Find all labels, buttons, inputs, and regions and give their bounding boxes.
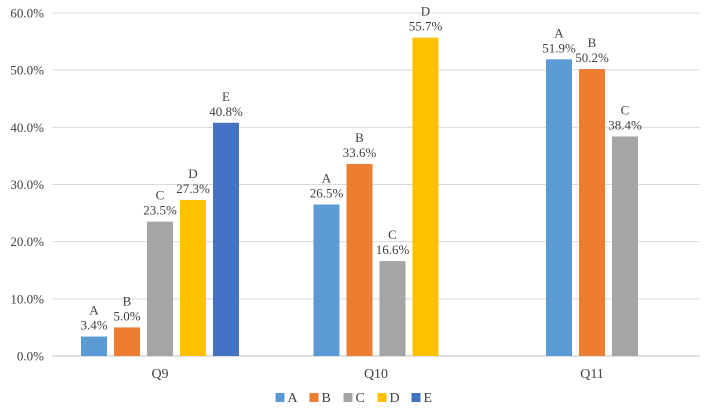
legend-swatch-c bbox=[343, 393, 353, 402]
legend: A B C D E bbox=[275, 391, 433, 406]
data-label-value: 33.6% bbox=[343, 145, 377, 160]
legend-label-a: A bbox=[288, 391, 299, 406]
x-category-label: Q9 bbox=[151, 367, 168, 382]
data-label-series: D bbox=[188, 166, 197, 181]
bar-q9-c bbox=[147, 221, 173, 356]
bar-q11-a bbox=[546, 59, 572, 357]
legend-label-c: C bbox=[356, 391, 365, 406]
data-label-value: 40.8% bbox=[209, 104, 243, 119]
bars bbox=[81, 37, 638, 357]
data-label-series: B bbox=[355, 130, 364, 145]
legend-swatch-a bbox=[275, 393, 285, 402]
data-label-series: A bbox=[89, 303, 99, 318]
data-label-value: 16.6% bbox=[376, 242, 410, 257]
data-label-series: A bbox=[554, 25, 564, 40]
data-label-value: 50.2% bbox=[575, 50, 609, 65]
bar-q10-c bbox=[379, 261, 406, 356]
data-label-value: 38.4% bbox=[608, 117, 642, 132]
y-axis-ticks: 0.0% 10.0% 20.0% 30.0% 40.0% 50.0% 60.0% bbox=[10, 6, 44, 364]
bar-q10-d bbox=[412, 37, 439, 356]
bar-q10-a bbox=[313, 204, 340, 356]
legend-label-b: B bbox=[322, 391, 331, 406]
y-tick-label: 10.0% bbox=[10, 291, 44, 306]
data-label-series: A bbox=[322, 171, 332, 186]
data-label-value: 55.7% bbox=[409, 19, 443, 34]
legend-swatch-e bbox=[411, 393, 421, 402]
data-label-series: B bbox=[123, 293, 132, 308]
legend-label-d: D bbox=[390, 391, 400, 406]
data-label-value: 5.0% bbox=[113, 308, 140, 323]
bar-q9-b bbox=[114, 327, 140, 356]
data-label-value: 23.5% bbox=[143, 203, 177, 218]
bar-q9-e bbox=[213, 122, 239, 356]
data-label-value: 27.3% bbox=[176, 181, 210, 196]
legend-label-e: E bbox=[424, 391, 433, 406]
data-label-value: 3.4% bbox=[80, 318, 107, 333]
data-labels: A3.4%B5.0%C23.5%D27.3%E40.8%A26.5%B33.6%… bbox=[80, 4, 642, 333]
y-tick-label: 50.0% bbox=[10, 63, 44, 78]
x-category-label: Q11 bbox=[580, 367, 604, 382]
y-tick-label: 0.0% bbox=[17, 349, 44, 364]
bar-q11-c bbox=[612, 136, 638, 356]
data-label-series: C bbox=[156, 188, 165, 203]
bar-q9-d bbox=[180, 199, 206, 356]
y-tick-label: 30.0% bbox=[10, 177, 44, 192]
data-label-series: C bbox=[388, 227, 397, 242]
data-label-series: C bbox=[621, 102, 630, 117]
y-tick-label: 20.0% bbox=[10, 234, 44, 249]
data-label-series: E bbox=[222, 89, 230, 104]
bar-q10-b bbox=[346, 163, 373, 356]
x-category-label: Q10 bbox=[364, 367, 388, 382]
bar-q11-b bbox=[579, 69, 605, 357]
y-tick-label: 40.0% bbox=[10, 120, 44, 135]
bar-q9-a bbox=[81, 336, 107, 356]
data-label-series: B bbox=[588, 35, 597, 50]
legend-swatch-b bbox=[309, 393, 319, 402]
y-tick-label: 60.0% bbox=[10, 6, 44, 21]
data-label-series: D bbox=[421, 4, 430, 19]
x-axis-categories: Q9 Q10 Q11 bbox=[151, 367, 603, 382]
data-label-value: 51.9% bbox=[542, 40, 576, 55]
data-label-value: 26.5% bbox=[310, 186, 344, 201]
legend-swatch-d bbox=[377, 393, 387, 402]
